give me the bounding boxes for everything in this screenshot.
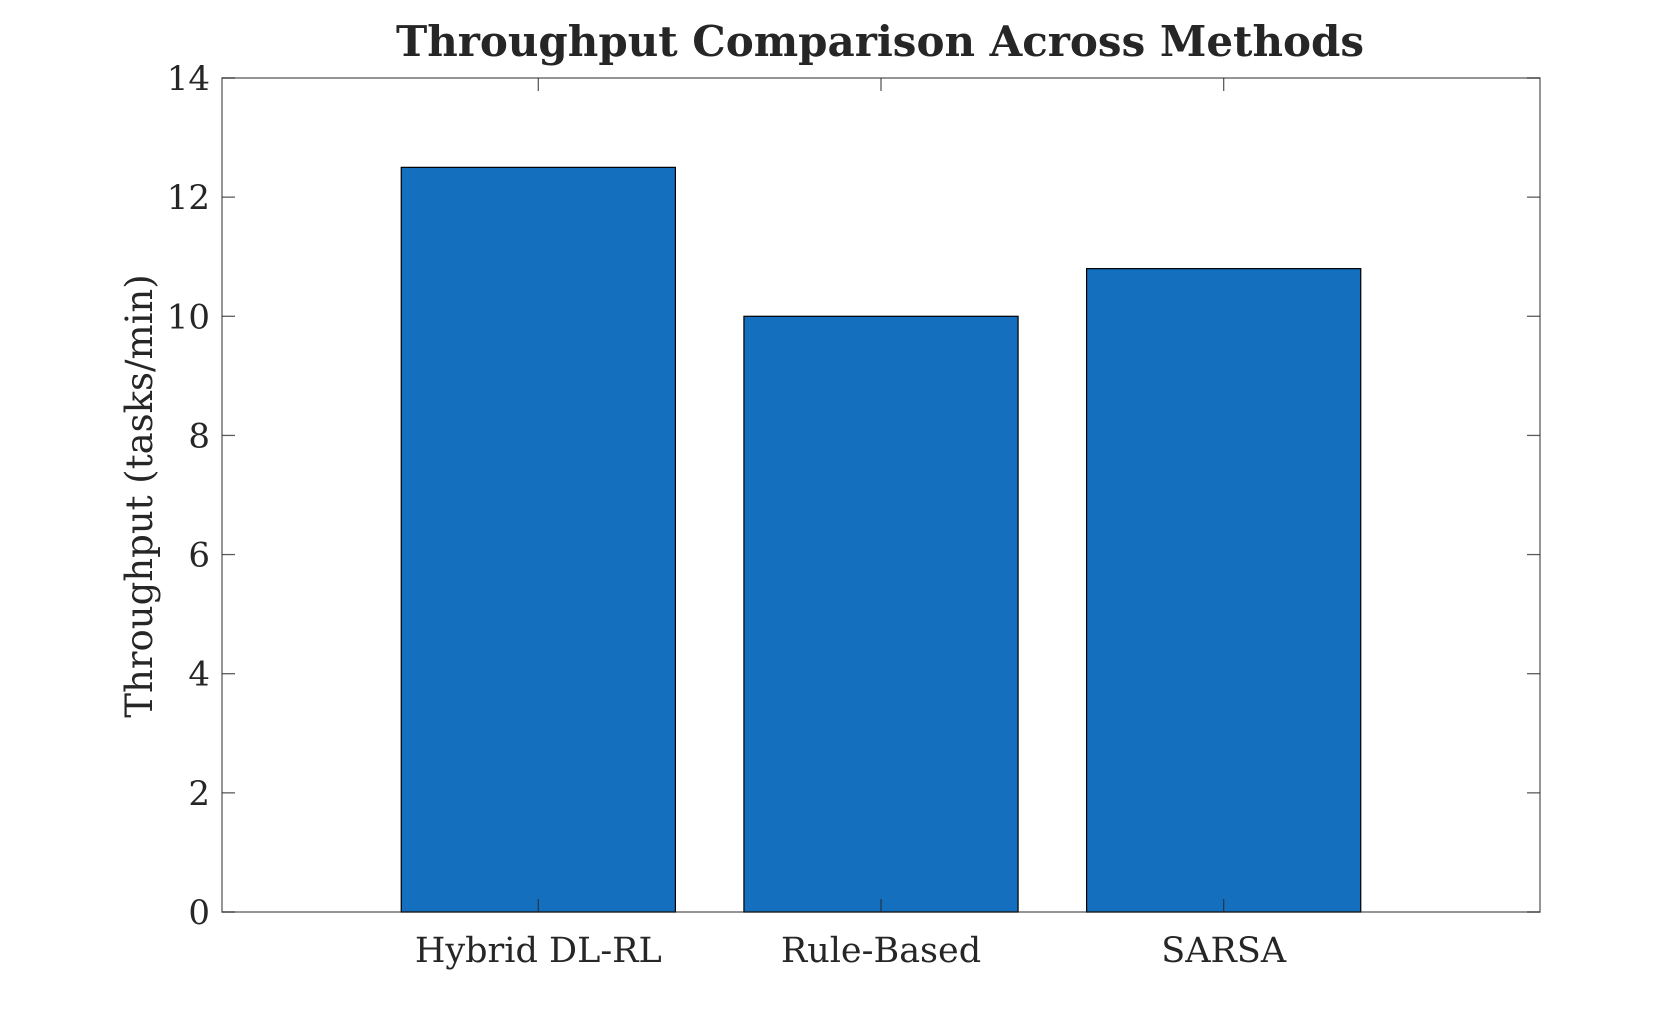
y-tick-label: 12 xyxy=(167,178,210,218)
y-tick-label: 4 xyxy=(188,655,210,695)
plot-area-frame xyxy=(221,77,1541,913)
y-tick-label: 0 xyxy=(188,893,210,933)
bar-hybrid-dl-rl xyxy=(400,166,676,913)
bar-rule-based xyxy=(743,315,1019,913)
x-tick-label: SARSA xyxy=(1161,931,1287,971)
labels-layer: Hybrid DL-RL Rule-Based SARSA 0 2 4 6 8 10 12 14 xyxy=(167,59,1287,971)
x-tick-label: Rule-Based xyxy=(781,931,981,971)
bars-layer xyxy=(400,166,1362,913)
y-tick-label: 2 xyxy=(188,774,210,814)
y-tick-label: 14 xyxy=(167,59,210,99)
y-axis-label: Throughput (tasks/min) xyxy=(118,274,161,717)
y-tick-label: 10 xyxy=(167,297,210,337)
chart-title: Throughput Comparison Across Methods xyxy=(396,17,1364,66)
bar-sarsa xyxy=(1086,268,1362,913)
y-tick-label: 6 xyxy=(188,536,210,576)
x-tick-label: Hybrid DL-RL xyxy=(415,931,662,971)
y-tick-label: 8 xyxy=(188,416,210,456)
